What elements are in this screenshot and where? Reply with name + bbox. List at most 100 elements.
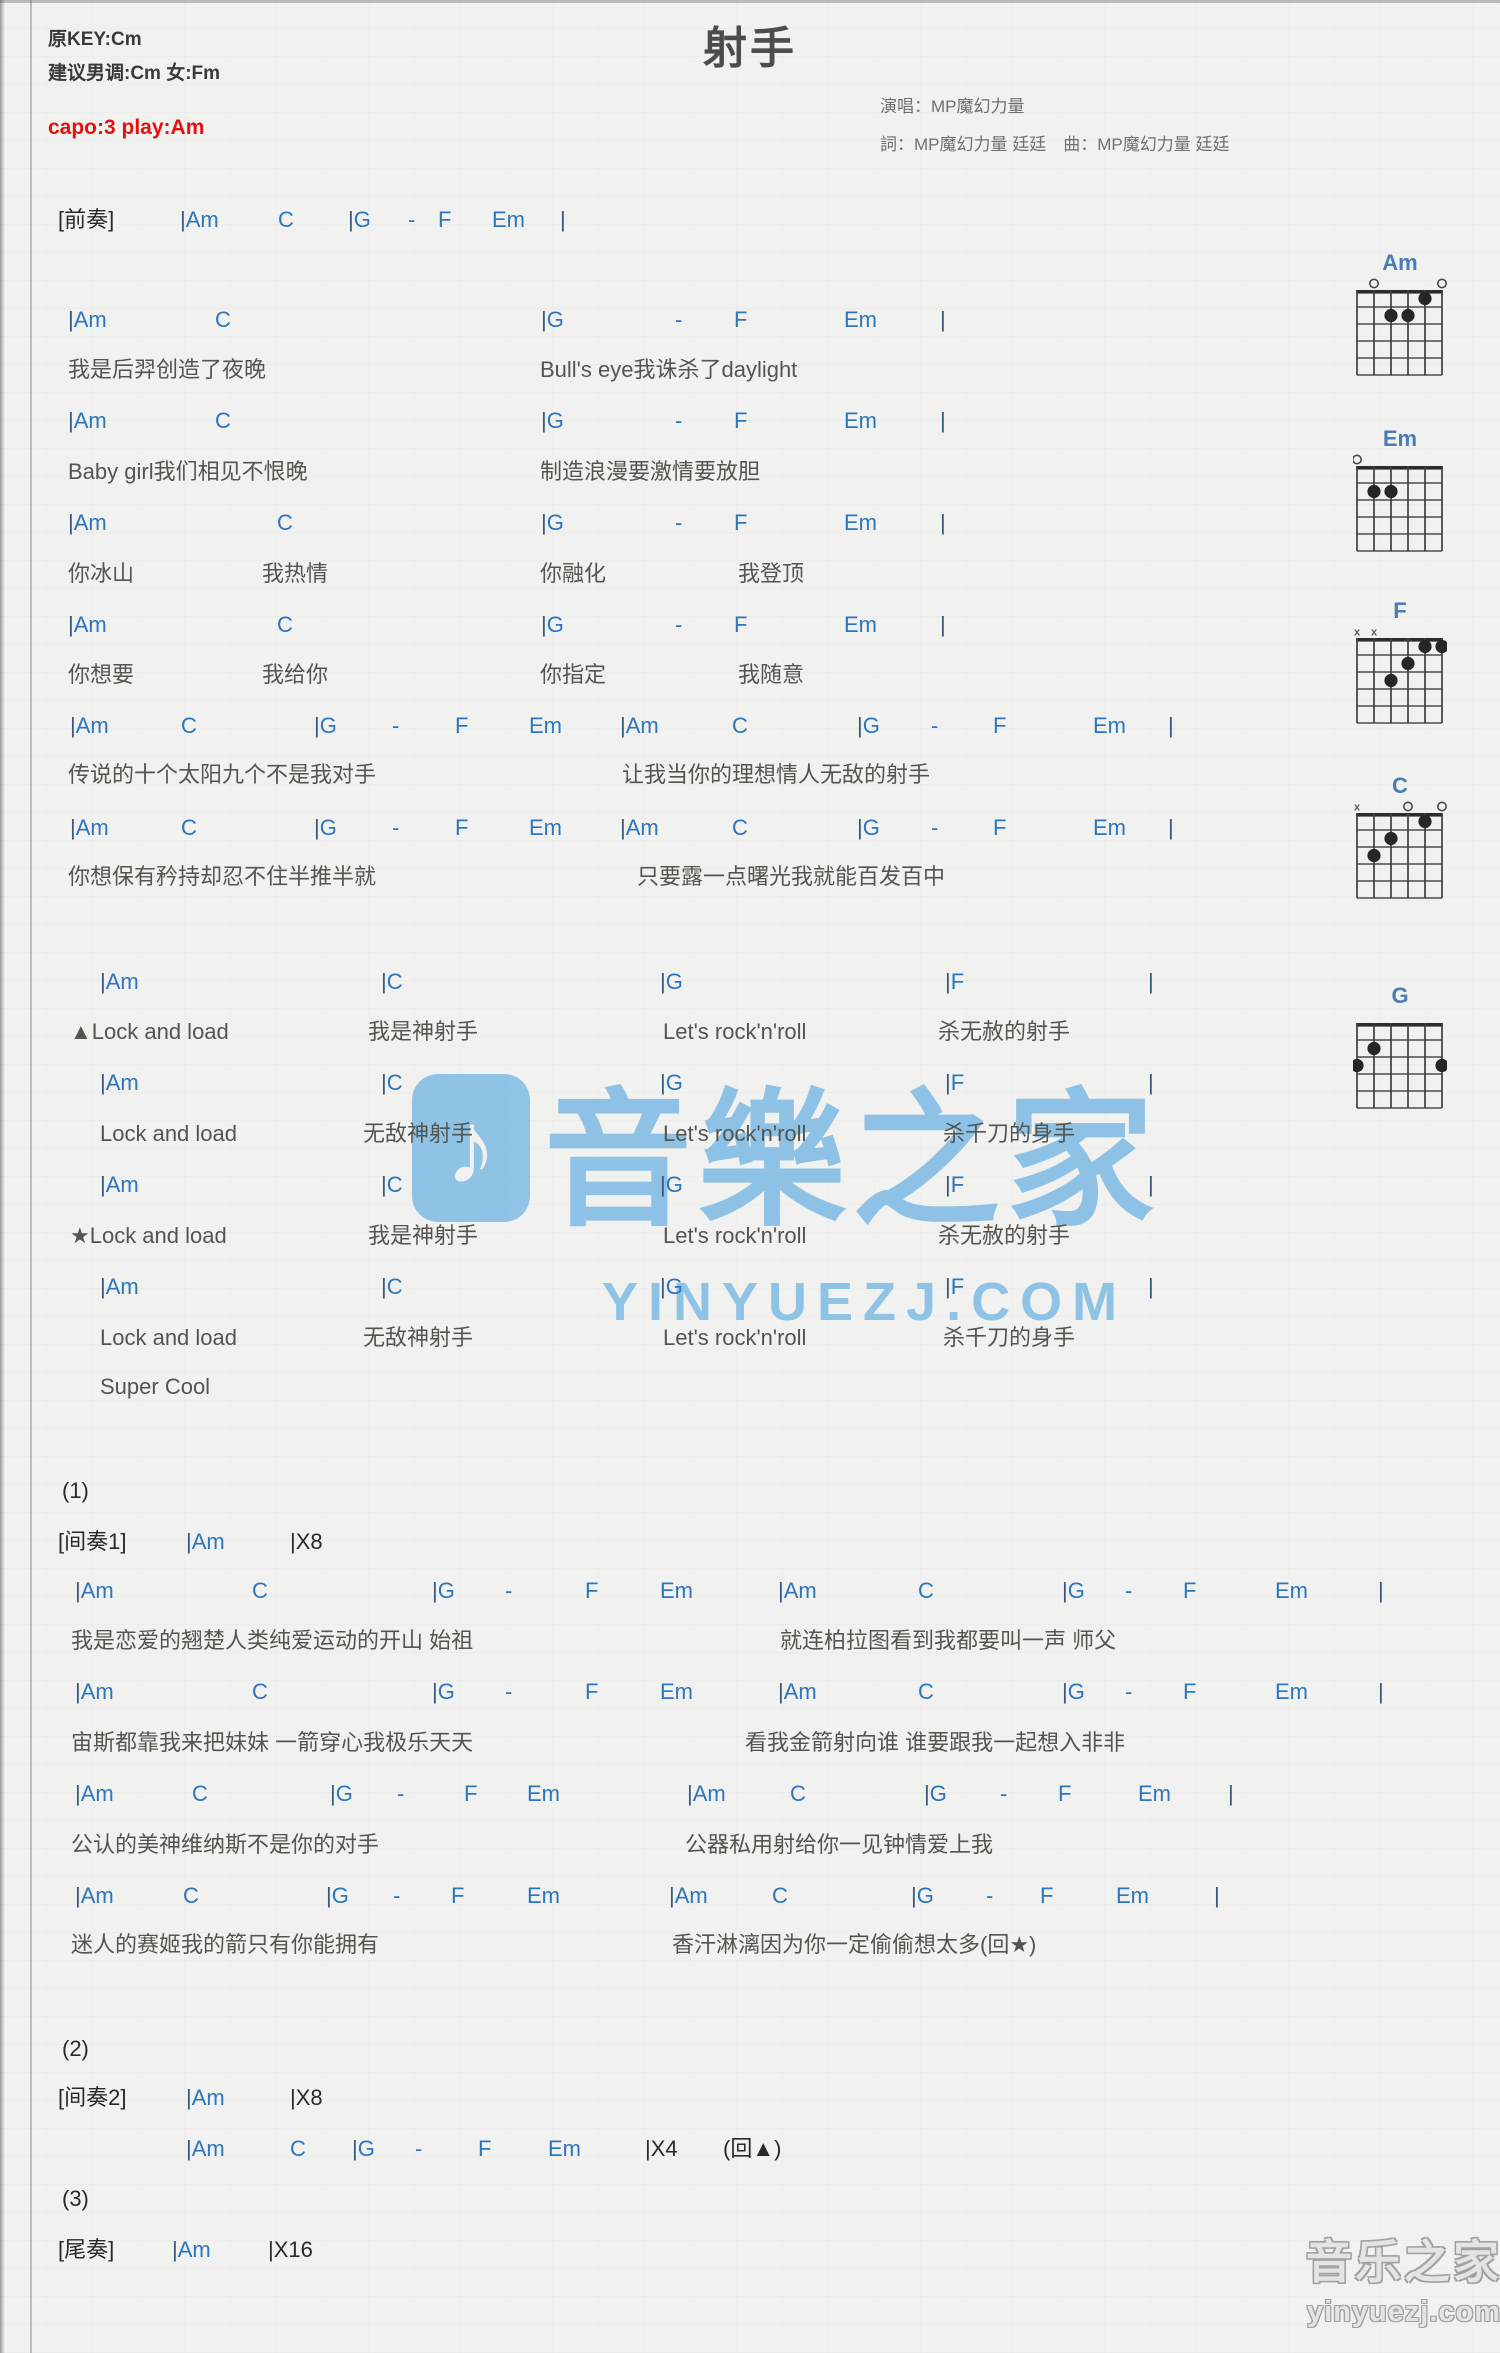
chord-token: |F <box>945 1274 965 1299</box>
chord-token: - <box>408 207 416 232</box>
chord-token: |Am <box>620 815 659 840</box>
suggested-key-label: 建议男调:Cm 女:Fm <box>48 63 221 84</box>
chord-token: |F <box>945 1070 965 1095</box>
chord-token: | <box>940 612 946 637</box>
lyric-token: 制造浪漫要激情要放胆 <box>540 459 761 484</box>
chord-token: |Am <box>186 1529 225 1554</box>
lyric-token: 我随意 <box>738 662 805 687</box>
chord-token: |Am <box>68 510 107 535</box>
chord-token: F <box>1183 1578 1197 1603</box>
chord-token: F <box>734 612 748 637</box>
chord-token: | <box>1148 1070 1154 1095</box>
lyric-token: 公器私用射给你一见钟情爱上我 <box>685 1832 994 1857</box>
chord-token: - <box>675 307 683 332</box>
chord-token: |Am <box>75 1781 114 1806</box>
lyric-token: 我给你 <box>262 662 329 687</box>
lyric-token: ▲Lock and load <box>70 1019 229 1044</box>
chord-token: |Am <box>778 1578 817 1603</box>
original-key-label: 原KEY:Cm <box>48 29 142 50</box>
finger-dot <box>1367 1041 1381 1056</box>
chord-token: |G <box>1062 1578 1085 1603</box>
left-rule-line <box>30 0 32 2353</box>
lyric-token: 杀无赦的射手 <box>938 1019 1071 1044</box>
chord-token: F <box>455 815 469 840</box>
finger-dot <box>1401 656 1415 671</box>
open-string-marker <box>1402 801 1413 812</box>
chord-token: |Am <box>100 1070 139 1095</box>
lyric-token: 香汗淋漓因为你一定偷偷想太多(回★) <box>672 1932 1037 1957</box>
chord-line: |Am |C |G |F | <box>0 1272 1500 1306</box>
chord-token: | <box>1168 713 1174 738</box>
chord-token: |G <box>911 1883 934 1908</box>
lyric-token: ★Lock and load <box>70 1223 227 1248</box>
lyric-token: Let's rock'n'roll <box>663 1223 807 1248</box>
chord-token: Em <box>1138 1781 1171 1806</box>
lyric-line: 传说的十个太阳九个不是我对手 让我当你的理想情人无敌的射手 <box>0 760 1500 794</box>
chord-token: C <box>732 815 748 840</box>
open-string-marker <box>1368 278 1379 289</box>
chord-token: - <box>392 815 400 840</box>
chord-token: |Am <box>669 1883 708 1908</box>
site-logo-brand: 音乐之家 <box>1306 2236 1500 2288</box>
chord-token: |G <box>541 612 564 637</box>
chord-token: - <box>505 1679 513 1704</box>
lyric-token: 无敌神射手 <box>363 1121 474 1146</box>
fretboard-grid: x <box>1354 801 1448 899</box>
chord-token: Em <box>1275 1679 1308 1704</box>
chord-token: C <box>732 713 748 738</box>
chord-line: |Am C |G - F Em |X4 (回▲) <box>0 2134 1500 2168</box>
chord-token: |Am <box>186 2136 225 2161</box>
lyric-token: Super Cool <box>100 1374 211 1399</box>
section-label: [尾奏] <box>58 2237 115 2262</box>
section-line: (3) <box>0 2184 1500 2218</box>
open-string-marker <box>1437 278 1448 289</box>
chord-line: |Am C |G - F Em |Am C |G - F Em | <box>0 1779 1500 1813</box>
chord-token: |G <box>326 1883 349 1908</box>
lyric-token: Let's rock'n'roll <box>663 1019 807 1044</box>
finger-dot <box>1435 1058 1449 1073</box>
chord-token: - <box>1125 1679 1133 1704</box>
chord-line: |Am C |G - F Em | <box>0 508 1500 542</box>
chord-token: C <box>192 1781 208 1806</box>
lyric-token: 你想保有矜持却忍不住半推半就 <box>68 864 377 889</box>
chord-diagram-label: C <box>1392 773 1408 798</box>
chord-token: - <box>393 1883 401 1908</box>
chord-token: F <box>585 1679 599 1704</box>
lyric-token: 你融化 <box>540 561 607 586</box>
fretboard-grid <box>1356 278 1448 376</box>
lyric-token: 迷人的赛姬我的箭只有你能拥有 <box>71 1932 380 1957</box>
chord-token: F <box>993 713 1007 738</box>
section-label: |X16 <box>268 2237 313 2262</box>
lyric-line: 你冰山 我热情 你融化 我登顶 <box>0 559 1500 593</box>
lyric-line: 我是后羿创造了夜晚 Bull's eye我诛杀了daylight <box>0 355 1500 389</box>
fretboard-grid <box>1352 454 1443 552</box>
chord-token: F <box>993 815 1007 840</box>
section-line: (2) <box>0 2034 1500 2068</box>
lyric-token: Lock and load <box>100 1121 237 1146</box>
chord-diagram-am: Am <box>1350 250 1450 387</box>
page-left-edge <box>0 0 5 2353</box>
chord-token: | <box>1148 1172 1154 1197</box>
section-label: (回▲) <box>723 2136 782 2161</box>
chord-token: Em <box>844 510 877 535</box>
chord-line: [间奏2] |Am |X8 <box>0 2083 1500 2117</box>
chord-token: - <box>1000 1781 1008 1806</box>
finger-dot <box>1401 308 1415 323</box>
chord-token: |C <box>381 1172 403 1197</box>
chord-token: | <box>1378 1679 1384 1704</box>
section-label: [间奏1] <box>58 1529 127 1554</box>
chord-token: |G <box>352 2136 375 2161</box>
chord-token: |F <box>945 969 965 994</box>
chord-diagram-label: F <box>1393 598 1407 623</box>
finger-dot <box>1367 484 1381 499</box>
chord-token: Em <box>1275 1578 1308 1603</box>
chord-token: |G <box>314 815 337 840</box>
chord-token: - <box>675 510 683 535</box>
chord-token: | <box>1214 1883 1220 1908</box>
chord-token: - <box>1125 1578 1133 1603</box>
finger-dot <box>1384 484 1398 499</box>
chord-token: Em <box>548 2136 581 2161</box>
lyric-line: Lock and load 无敌神射手 Let's rock'n'roll 杀千刀的身… <box>0 1119 1500 1153</box>
